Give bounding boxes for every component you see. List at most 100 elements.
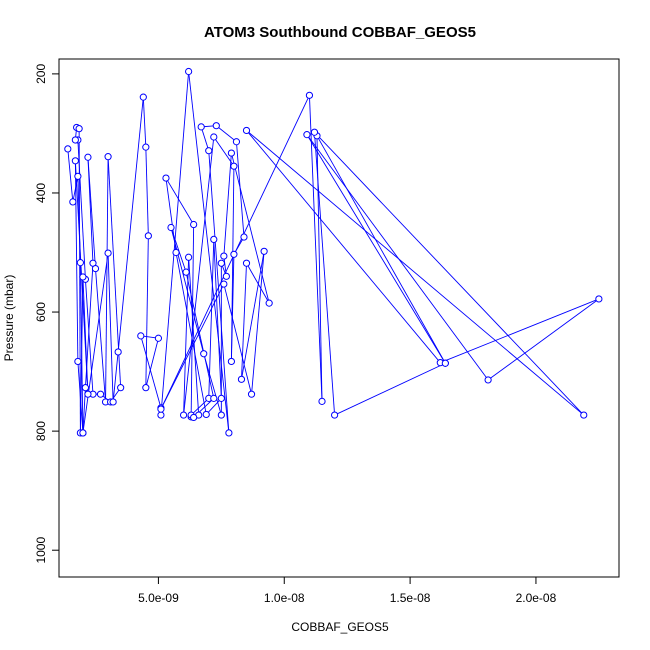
data-point bbox=[217, 394, 225, 402]
series-points bbox=[64, 67, 603, 437]
x-tick-label: 1.0e-08 bbox=[264, 591, 305, 605]
y-tick-label: 800 bbox=[34, 421, 48, 441]
data-point bbox=[179, 411, 188, 419]
y-tick-label: 1000 bbox=[34, 537, 48, 564]
data-point bbox=[104, 153, 112, 161]
data-point bbox=[81, 384, 90, 392]
data-point bbox=[114, 348, 122, 356]
data-point bbox=[303, 131, 311, 139]
data-point bbox=[190, 220, 198, 229]
y-tick-label: 400 bbox=[34, 183, 48, 203]
data-point bbox=[79, 273, 87, 281]
series-segment bbox=[334, 362, 446, 416]
data-point bbox=[247, 390, 256, 398]
series-segment bbox=[316, 135, 446, 364]
x-tick-label: 2.0e-08 bbox=[516, 591, 557, 605]
series-segment bbox=[246, 262, 270, 304]
y-axis-label: Pressure (mbar) bbox=[2, 275, 16, 362]
data-point bbox=[69, 198, 77, 206]
series-segment bbox=[230, 152, 270, 304]
x-tick-label: 1.5e-08 bbox=[390, 591, 431, 605]
series-segment bbox=[246, 130, 441, 363]
data-point bbox=[74, 172, 82, 180]
data-point bbox=[441, 359, 449, 367]
series-segment bbox=[105, 156, 109, 402]
series-segment bbox=[314, 131, 585, 416]
data-point bbox=[144, 232, 152, 240]
series-segment bbox=[112, 351, 119, 402]
data-point bbox=[157, 405, 165, 413]
series-segment bbox=[205, 398, 222, 415]
series-segment bbox=[87, 157, 96, 269]
series-segment bbox=[314, 132, 336, 416]
data-point bbox=[75, 125, 83, 133]
series-segment bbox=[440, 298, 600, 364]
series-segment bbox=[183, 257, 190, 416]
data-point bbox=[232, 138, 241, 146]
data-point bbox=[220, 252, 228, 260]
data-point bbox=[265, 299, 273, 307]
data-point bbox=[162, 174, 170, 182]
series-segment bbox=[487, 298, 600, 381]
data-point bbox=[84, 390, 92, 398]
data-point bbox=[172, 248, 180, 257]
data-point bbox=[230, 250, 238, 258]
series-segment bbox=[188, 257, 200, 416]
series-segment bbox=[241, 251, 265, 380]
series-segment bbox=[308, 95, 323, 402]
data-point bbox=[225, 429, 233, 437]
series-segment bbox=[145, 147, 149, 236]
series-segment bbox=[170, 227, 187, 273]
y-axis: 200 400 600 800 1000 bbox=[34, 64, 60, 564]
data-point bbox=[202, 410, 210, 419]
data-point bbox=[104, 249, 112, 257]
series-segment bbox=[251, 251, 265, 395]
data-point bbox=[74, 357, 82, 366]
data-point bbox=[260, 247, 268, 255]
data-point bbox=[76, 259, 84, 267]
data-point bbox=[222, 272, 230, 280]
x-axis: 5.0e-09 1.0e-08 1.5e-08 2.0e-08 bbox=[138, 576, 557, 605]
data-point bbox=[318, 397, 326, 405]
data-point bbox=[84, 153, 92, 161]
series-segment bbox=[216, 125, 237, 143]
data-point bbox=[484, 376, 492, 384]
plot-frame bbox=[58, 58, 620, 578]
x-tick-label: 5.0e-09 bbox=[138, 591, 179, 605]
series-segment bbox=[165, 177, 195, 225]
data-point bbox=[154, 334, 163, 342]
data-point bbox=[305, 91, 314, 99]
data-point bbox=[227, 149, 235, 157]
data-point bbox=[109, 398, 117, 406]
data-point bbox=[71, 157, 79, 165]
data-point bbox=[237, 375, 246, 383]
series-lines bbox=[67, 71, 600, 433]
data-point bbox=[157, 411, 165, 419]
data-point bbox=[310, 128, 319, 136]
data-point bbox=[210, 235, 218, 244]
series-segment bbox=[67, 148, 74, 202]
x-axis-label: COBBAF_GEOS5 bbox=[291, 620, 389, 634]
series-segment bbox=[170, 227, 205, 354]
data-point bbox=[580, 411, 588, 419]
data-point bbox=[117, 384, 125, 392]
series-segment bbox=[241, 263, 247, 380]
data-point bbox=[217, 411, 225, 419]
data-point bbox=[242, 126, 251, 135]
series-segment bbox=[213, 239, 222, 399]
data-point bbox=[79, 429, 87, 437]
data-point bbox=[64, 145, 72, 153]
series-segment bbox=[190, 398, 210, 416]
data-point bbox=[205, 147, 213, 155]
series-segment bbox=[95, 268, 107, 402]
data-point bbox=[91, 264, 100, 273]
series-segment bbox=[203, 353, 222, 416]
series-segment bbox=[140, 335, 162, 409]
series-segment bbox=[223, 283, 252, 395]
data-point bbox=[96, 390, 105, 398]
series-segment bbox=[160, 283, 225, 410]
data-point bbox=[210, 394, 218, 402]
data-point bbox=[185, 253, 193, 261]
data-point bbox=[240, 233, 248, 241]
series-segment bbox=[107, 253, 114, 402]
